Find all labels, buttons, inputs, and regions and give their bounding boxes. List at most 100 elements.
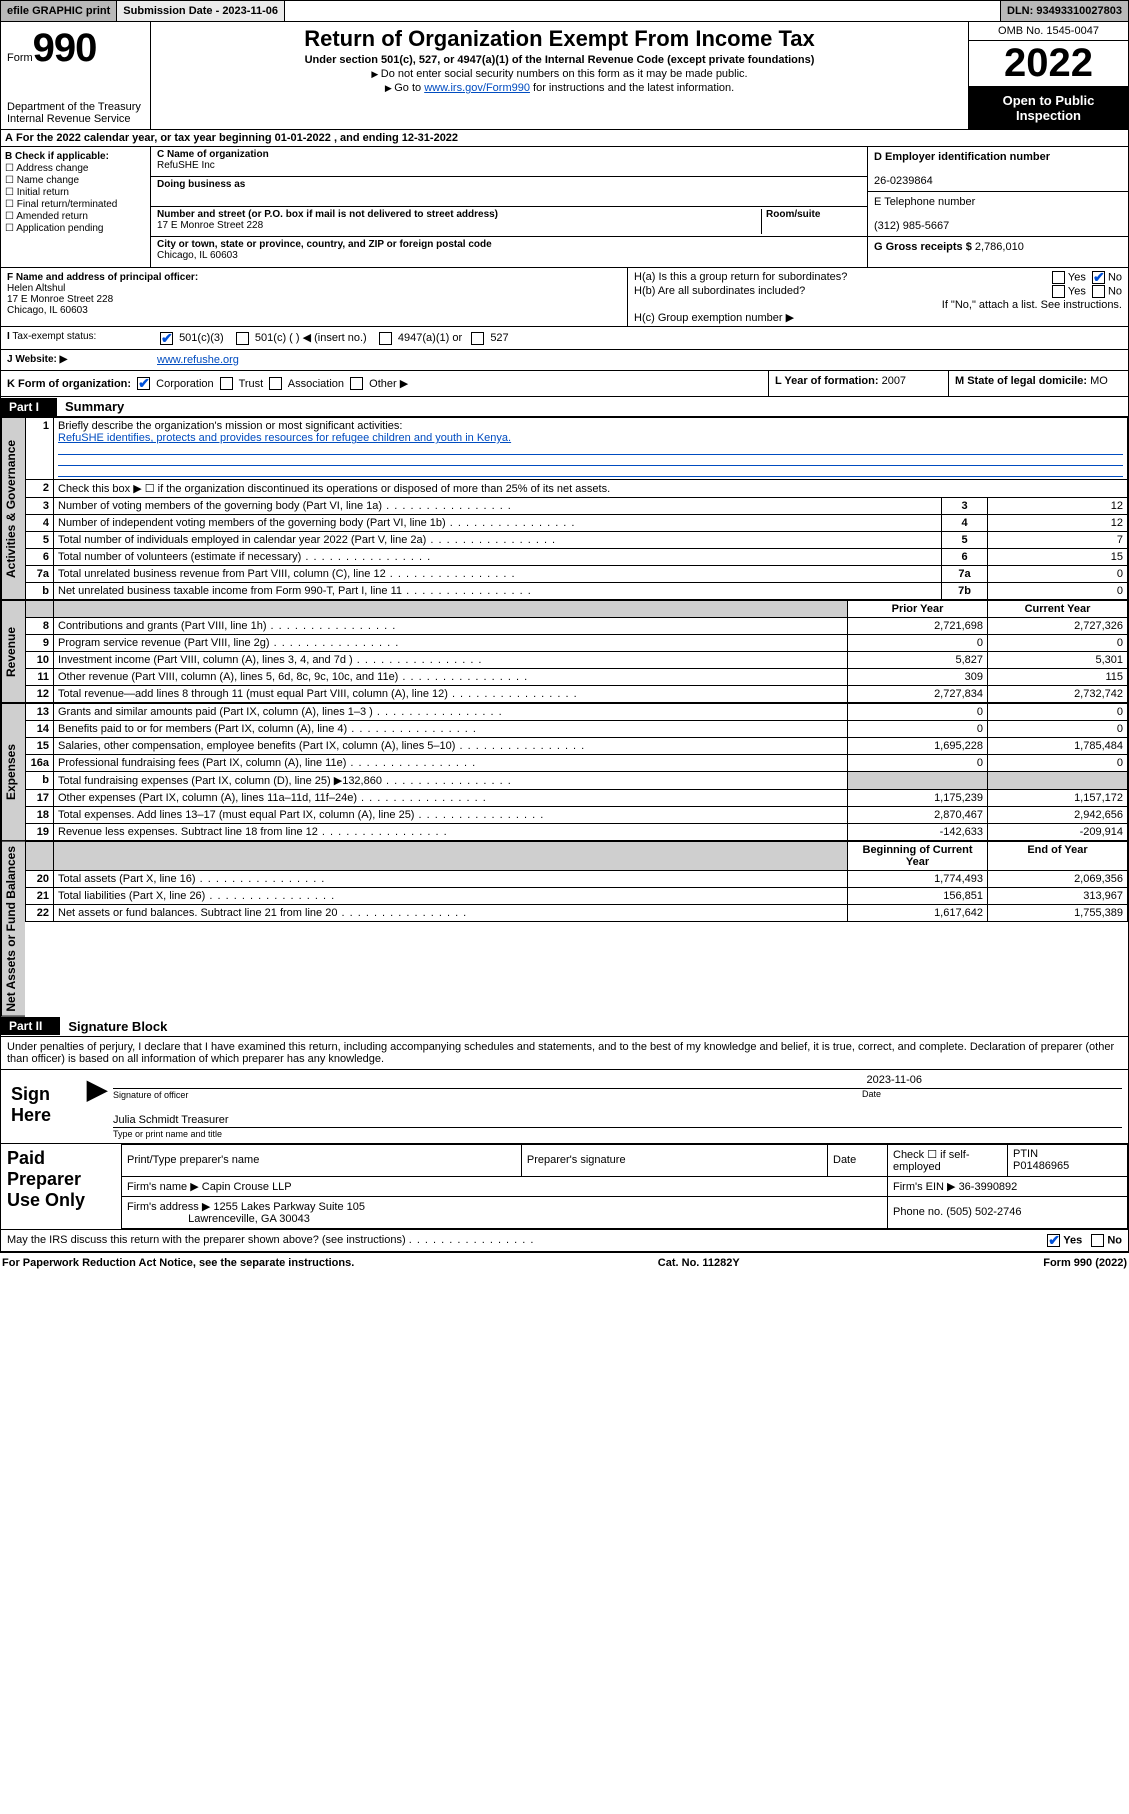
chk-501c[interactable]: [236, 332, 249, 345]
line-num: b: [26, 772, 54, 790]
form-prefix: Form: [7, 52, 33, 64]
Ha-yes[interactable]: [1052, 271, 1065, 284]
line-text: Professional fundraising fees (Part IX, …: [54, 755, 848, 772]
M-lab: M State of legal domicile:: [955, 375, 1087, 387]
spacer: [285, 1, 1001, 21]
block-F: F Name and address of principal officer:…: [1, 268, 628, 326]
row-J: J Website: ▶ www.refushe.org: [0, 350, 1129, 371]
prior-val: 156,851: [848, 888, 988, 905]
chk-other[interactable]: [350, 377, 363, 390]
chk-name-change[interactable]: Name change: [5, 175, 146, 186]
part2-header: Part II Signature Block: [0, 1017, 1129, 1037]
discuss-yes[interactable]: [1047, 1234, 1060, 1247]
chk-app-pending[interactable]: Application pending: [5, 223, 146, 234]
line-text: Total unrelated business revenue from Pa…: [54, 566, 942, 583]
L-lab: L Year of formation:: [775, 375, 879, 387]
line-code: 3: [942, 498, 988, 515]
paid-preparer-block: Paid Preparer Use Only Print/Type prepar…: [0, 1144, 1129, 1230]
line-text: Total fundraising expenses (Part IX, col…: [54, 772, 848, 790]
curr-val: 2,727,326: [988, 618, 1128, 635]
I-lab: Tax-exempt status:: [12, 331, 96, 342]
ptin-lab: PTIN: [1013, 1148, 1038, 1160]
chk-amended[interactable]: Amended return: [5, 211, 146, 222]
line-num: 14: [26, 721, 54, 738]
curr-val: 0: [988, 635, 1128, 652]
line-text: Revenue less expenses. Subtract line 18 …: [54, 824, 848, 841]
line-num: 3: [26, 498, 54, 515]
line-num: 15: [26, 738, 54, 755]
chk-initial-return[interactable]: Initial return: [5, 187, 146, 198]
col-CDE: C Name of organization RefuSHE Inc Doing…: [151, 147, 1128, 267]
curr-val: 1,785,484: [988, 738, 1128, 755]
sign-here-block: Sign Here ▶ 2023-11-06 Signature of offi…: [0, 1070, 1129, 1144]
curr-val: -209,914: [988, 824, 1128, 841]
preparer-table: Print/Type preparer's name Preparer's si…: [121, 1144, 1128, 1229]
line-val: 12: [988, 515, 1128, 532]
chk-address-change[interactable]: Address change: [5, 163, 146, 174]
Hb-no[interactable]: [1092, 285, 1105, 298]
line-text: Net assets or fund balances. Subtract li…: [54, 905, 848, 922]
chk-assoc[interactable]: [269, 377, 282, 390]
line-text: Program service revenue (Part VIII, line…: [54, 635, 848, 652]
firm-ein-lab: Firm's EIN ▶: [893, 1181, 956, 1193]
chk-corp[interactable]: [137, 377, 150, 390]
efile-label[interactable]: efile GRAPHIC print: [1, 1, 117, 21]
sign-here-lab: Sign Here: [7, 1074, 87, 1139]
Hb-lab: H(b) Are all subordinates included?: [634, 285, 805, 298]
form-title: Return of Organization Exempt From Incom…: [159, 26, 960, 52]
tab-revenue: Revenue: [1, 600, 25, 703]
tax-year: 2022: [969, 41, 1128, 87]
form990-link[interactable]: www.irs.gov/Form990: [424, 82, 530, 94]
Hb-yes[interactable]: [1052, 285, 1065, 298]
curr-val: 115: [988, 669, 1128, 686]
submission-date[interactable]: Submission Date - 2023-11-06: [117, 1, 285, 21]
table-na: Beginning of Current Year End of Year 20…: [25, 841, 1128, 922]
chk-final-return[interactable]: Final return/terminated: [5, 199, 146, 210]
year-formation: 2007: [882, 375, 906, 387]
prior-val: 2,727,834: [848, 686, 988, 703]
Ha-no[interactable]: [1092, 271, 1105, 284]
line-text: Other revenue (Part VIII, column (A), li…: [54, 669, 848, 686]
chk-527[interactable]: [471, 332, 484, 345]
line-num: 18: [26, 807, 54, 824]
chk-trust[interactable]: [220, 377, 233, 390]
firm-ein: 36-3990892: [959, 1181, 1018, 1193]
pt-chk[interactable]: Check ☐ if self-employed: [888, 1144, 1008, 1176]
chk-4947[interactable]: [379, 332, 392, 345]
tab-expenses: Expenses: [1, 703, 25, 841]
prior-val: [848, 772, 988, 790]
row-KLM: K Form of organization: Corporation Trus…: [0, 371, 1129, 398]
curr-val: 1,157,172: [988, 790, 1128, 807]
line-code: 7a: [942, 566, 988, 583]
hdr-curr: Current Year: [988, 601, 1128, 618]
col-B: B Check if applicable: Address change Na…: [1, 147, 151, 267]
ein: 26-0239864: [874, 175, 933, 187]
line-code: 7b: [942, 583, 988, 600]
form-number: 990: [33, 26, 97, 70]
line-text: Number of voting members of the governin…: [54, 498, 942, 515]
website-link[interactable]: www.refushe.org: [157, 354, 239, 366]
line-val: 15: [988, 549, 1128, 566]
line-text: Other expenses (Part IX, column (A), lin…: [54, 790, 848, 807]
officer-name-title: Julia Schmidt Treasurer: [113, 1114, 1122, 1126]
line-num: 12: [26, 686, 54, 703]
line-text: Total expenses. Add lines 13–17 (must eq…: [54, 807, 848, 824]
line-num: 16a: [26, 755, 54, 772]
line-num: 11: [26, 669, 54, 686]
discuss-lab: May the IRS discuss this return with the…: [7, 1234, 406, 1246]
Hc-lab: H(c) Group exemption number ▶: [634, 311, 1122, 324]
prior-val: 1,617,642: [848, 905, 988, 922]
G-lab: G Gross receipts $: [874, 241, 972, 253]
E-lab: E Telephone number: [874, 196, 975, 208]
chk-501c3[interactable]: [160, 332, 173, 345]
prior-val: 2,721,698: [848, 618, 988, 635]
line-code: 6: [942, 549, 988, 566]
prior-val: 0: [848, 755, 988, 772]
part1-header: Part I Summary: [0, 397, 1129, 417]
block-H: H(a) Is this a group return for subordin…: [628, 268, 1128, 326]
line-text: Net unrelated business taxable income fr…: [54, 583, 942, 600]
pt-sig-lab: Preparer's signature: [521, 1144, 827, 1176]
discuss-no[interactable]: [1091, 1234, 1104, 1247]
org-name: RefuSHE Inc: [157, 160, 215, 171]
prior-val: 0: [848, 635, 988, 652]
